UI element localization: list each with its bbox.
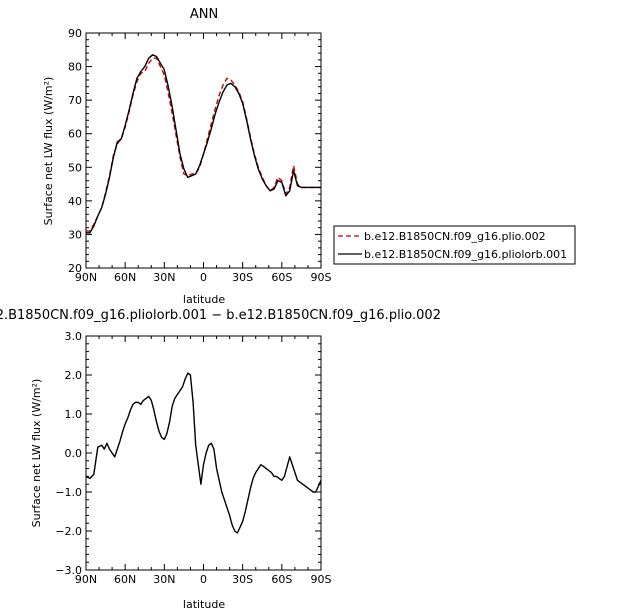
bottom-chart-x-tick-label: 30N [153,573,175,586]
bottom-chart-x-tick-label: 60N [114,573,136,586]
bottom-chart-x-tick-label: 90S [311,573,332,586]
bottom-chart-x-tick-label: 90N [75,573,97,586]
bottom-chart-series-line-1 [85,372,322,534]
bottom-chart-y-tick-label: 3.0 [65,330,83,343]
top-chart-y-tick-label: 90 [68,27,82,40]
top-chart-y-tick-label: 50 [68,161,82,174]
bottom-chart-x-tick-label: 30S [232,573,253,586]
top-chart-y-tick-label: 30 [68,228,82,241]
top-chart-series [86,54,321,234]
top-chart-x-tick-label: 90N [75,271,97,284]
bottom-chart-title: b.e12.B1850CN.f09_g16.pliolorb.001 − b.e… [0,308,441,323]
bottom-chart-x-tick-label: 60S [271,573,292,586]
top-chart-y-axis-label: Surface net LW flux (W/m²) [42,77,55,226]
top-chart-x-tick-label: 0 [200,271,207,284]
top-chart: ANN Surface net LW flux (W/m²) latitude … [42,7,332,306]
bottom-chart-y-tick-label: −2.0 [55,525,82,538]
legend-box [333,225,576,265]
top-chart-x-tick-label: 30N [153,271,175,284]
top-chart-y-tick-label: 70 [68,94,82,107]
bottom-chart-y-tick-label: −3.0 [55,564,82,577]
bottom-chart-x-tick-label: 0 [200,573,207,586]
top-chart-x-axis-label: latitude [183,293,225,306]
bottom-chart-x-axis-label: latitude [183,598,225,611]
top-chart-title: ANN [190,7,218,22]
bottom-chart: b.e12.B1850CN.f09_g16.pliolorb.001 − b.e… [0,308,441,611]
legend-entry-plio: b.e12.B1850CN.f09_g16.plio.002 [364,230,546,243]
bottom-chart-frame [85,335,322,571]
top-chart-y-tick-label: 60 [68,128,82,141]
bottom-chart-y-axis-label: Surface net LW flux (W/m²) [30,379,43,528]
top-chart-x-tick-label: 60N [114,271,136,284]
top-chart-y-tick-label: 40 [68,195,82,208]
bottom-chart-series [85,372,322,534]
legend: b.e12.B1850CN.f09_g16.plio.002 b.e12.B18… [333,225,576,265]
bottom-chart-y-tick-label: 0.0 [65,447,83,460]
top-chart-x-tick-label: 30S [232,271,253,284]
top-chart-series-line-1 [86,57,321,232]
top-chart-series-line-2 [86,54,321,234]
top-chart-ticks: 20 30 40 50 60 70 80 90 90N 60N 30N 0 30S 60S 90S [68,27,332,284]
top-chart-y-tick-label: 20 [68,262,82,275]
bottom-chart-y-tick-label: −1.0 [55,486,82,499]
bottom-chart-y-tick-label: 2.0 [65,369,83,382]
bottom-chart-y-tick-label: 1.0 [65,408,83,421]
top-chart-frame [85,32,322,269]
top-chart-x-tick-label: 60S [271,271,292,284]
top-chart-x-tick-label: 90S [311,271,332,284]
legend-entry-pliolorb: b.e12.B1850CN.f09_g16.pliolorb.001 [364,248,567,261]
top-chart-y-tick-label: 80 [68,61,82,74]
